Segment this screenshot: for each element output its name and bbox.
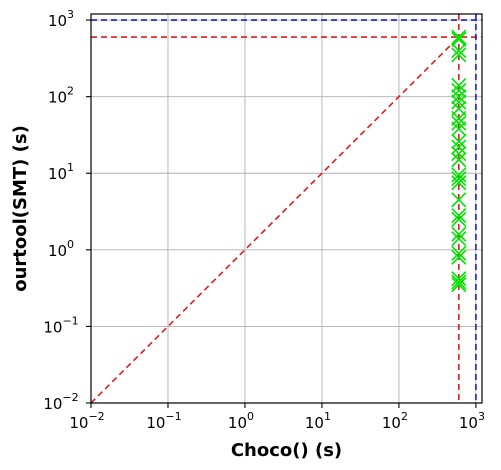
data-point-11 [451, 171, 467, 187]
axis-ticks: 10−2 10−1 100 101 102 103 10−2 10−1 100 101 102 103 [43, 8, 485, 432]
data-point-9 [451, 192, 467, 208]
data-point-14 [451, 146, 467, 162]
diagonal-reference-line [90, 36, 460, 404]
data-point-15 [451, 139, 467, 155]
x-axis-label: Choco() (s) [231, 440, 342, 461]
y-tick-label-3: 101 [48, 161, 74, 183]
y-tick-label-4: 102 [48, 85, 74, 107]
data-point-7 [451, 211, 467, 227]
data-point-26 [451, 42, 467, 59]
y-tick-label-0: 10−2 [43, 391, 78, 413]
data-points [451, 29, 467, 293]
data-point-1 [451, 274, 467, 290]
data-point-12 [451, 167, 467, 183]
data-point-28 [451, 29, 467, 45]
y-tick-label-1: 10−1 [43, 314, 78, 336]
data-point-3 [451, 249, 467, 265]
x-tick-label-4: 102 [382, 410, 408, 432]
data-point-27 [451, 31, 467, 47]
x-tick-label-5: 103 [459, 410, 485, 432]
data-point-22 [451, 89, 467, 105]
data-point-20 [451, 100, 467, 117]
data-point-23 [451, 83, 467, 99]
y-tick-label-5: 103 [48, 8, 74, 30]
data-point-21 [451, 94, 467, 110]
data-point-24 [451, 77, 467, 94]
data-point-13 [451, 152, 467, 168]
data-point-25 [451, 47, 467, 63]
y-tick-label-2: 100 [48, 238, 74, 260]
data-point-5 [451, 231, 467, 247]
data-point-4 [451, 245, 467, 261]
data-point-16 [451, 133, 467, 150]
data-point-0 [451, 277, 467, 293]
x-tick-label-0: 10−2 [69, 410, 104, 432]
data-point-8 [451, 208, 467, 224]
y-axis-label: ourtool(SMT) (s) [10, 125, 31, 292]
data-point-2 [451, 271, 467, 287]
x-tick-label-1: 10−1 [146, 410, 181, 432]
x-tick-label-2: 100 [228, 410, 254, 432]
data-point-6 [451, 226, 467, 242]
data-point-10 [451, 175, 467, 191]
data-point-18 [451, 115, 467, 131]
plot-frame [90, 13, 483, 404]
x-tick-label-3: 101 [305, 410, 331, 432]
reference-lines [90, 14, 482, 404]
